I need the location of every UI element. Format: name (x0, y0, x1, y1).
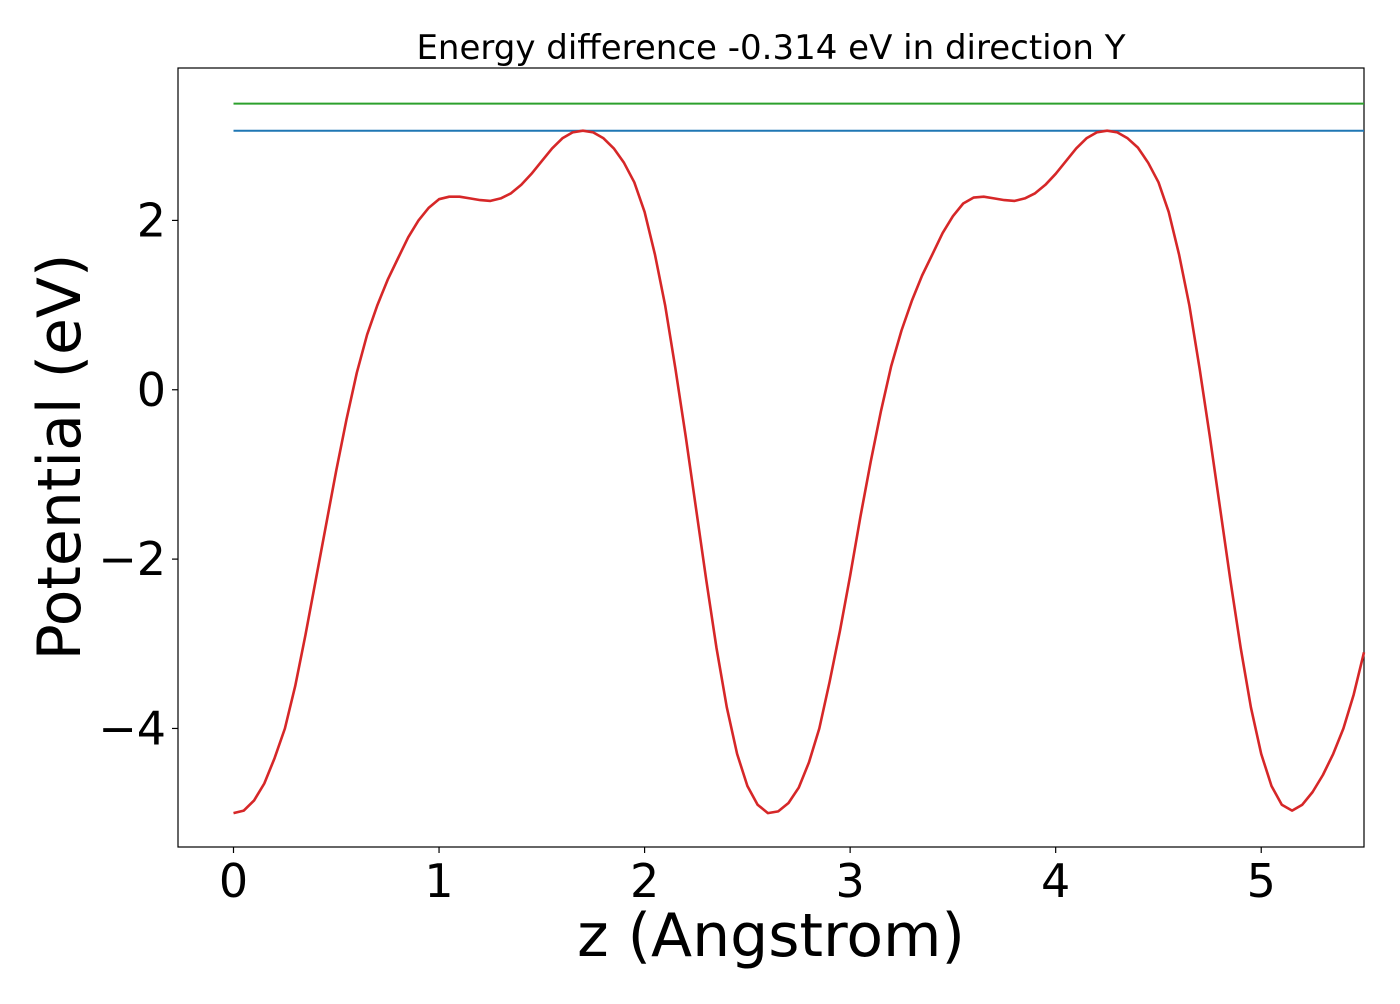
y-tick-label: 2 (137, 193, 166, 247)
x-axis-label: z (Angstrom) (577, 901, 965, 971)
y-axis-label: Potential (eV) (25, 254, 95, 661)
x-tick-label: 4 (1041, 854, 1070, 908)
series-line-2 (233, 129, 1366, 815)
y-axis: −4 −2 0 2 (98, 193, 178, 755)
chart-title: Energy difference -0.314 eV in direction… (416, 28, 1125, 68)
x-tick-label: 0 (219, 854, 248, 908)
plot-area-frame (177, 67, 1365, 848)
series-layer (233, 102, 1366, 815)
y-tick-label: −4 (98, 701, 166, 755)
y-tick-label: 0 (137, 363, 166, 417)
x-tick-label: 3 (835, 854, 864, 908)
x-axis: 0 1 2 3 4 5 (219, 847, 1276, 908)
x-tick-label: 2 (630, 854, 659, 908)
y-tick-label: −2 (98, 532, 166, 586)
x-tick-label: 5 (1247, 854, 1276, 908)
x-tick-label: 1 (424, 854, 453, 908)
